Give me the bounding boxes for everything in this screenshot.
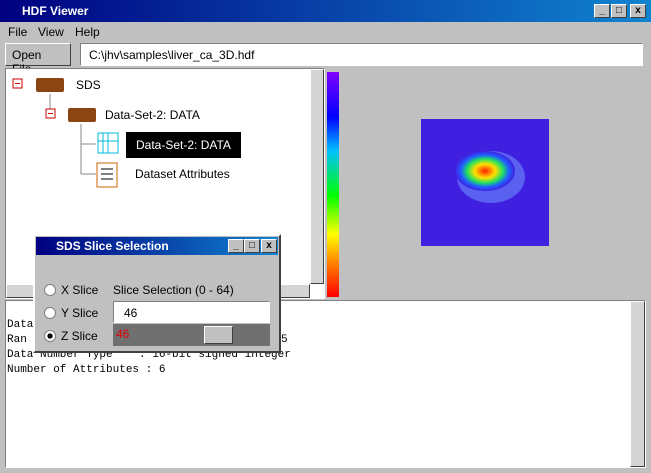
dialog-title-bar: SDS Slice Selection _ □ x bbox=[36, 237, 278, 255]
menu-item[interactable]: View bbox=[38, 25, 64, 39]
v-scrollbar[interactable] bbox=[630, 301, 645, 467]
radio[interactable] bbox=[44, 284, 56, 296]
radio-label[interactable]: Y Slice bbox=[61, 306, 99, 320]
title-bar: HDF Viewer _ □ x bbox=[0, 0, 651, 22]
maximize[interactable]: □ bbox=[244, 239, 260, 253]
slider-thumb[interactable] bbox=[204, 326, 233, 344]
info-line: 5 bbox=[281, 334, 288, 346]
tree-node[interactable]: Data-Set-2: DATA bbox=[105, 108, 200, 122]
tree-node-selected[interactable]: Data-Set-2: DATA bbox=[126, 132, 241, 158]
radio[interactable] bbox=[44, 307, 56, 319]
tree-node[interactable]: Dataset Attributes bbox=[135, 167, 230, 181]
image-preview bbox=[421, 119, 549, 246]
v-scrollbar[interactable] bbox=[310, 69, 324, 284]
radio-label[interactable]: X Slice bbox=[61, 283, 99, 297]
info-line: Data bbox=[7, 319, 34, 331]
window-title: HDF Viewer bbox=[22, 4, 89, 18]
info-line: Number of Attributes : 6 bbox=[7, 364, 166, 376]
slice-field[interactable]: 46 bbox=[113, 301, 270, 323]
tree-node[interactable]: SDS bbox=[76, 78, 101, 92]
info-line: Ran bbox=[7, 334, 27, 346]
dialog-title: SDS Slice Selection bbox=[56, 239, 169, 253]
range-label: Slice Selection (0 - 64) bbox=[113, 283, 234, 297]
open-file-button[interactable]: Open File bbox=[5, 43, 71, 76]
path-field[interactable]: C:\jhv\samples\liver_ca_3D.hdf bbox=[80, 43, 643, 66]
minimize[interactable]: _ bbox=[594, 4, 610, 18]
close[interactable]: x bbox=[261, 239, 277, 253]
menu-item[interactable]: File bbox=[8, 25, 28, 39]
radio-selected[interactable] bbox=[44, 330, 56, 342]
menu-item[interactable]: Help bbox=[75, 25, 100, 39]
maximize[interactable]: □ bbox=[611, 4, 627, 18]
close[interactable]: x bbox=[630, 4, 646, 18]
color-bar bbox=[327, 72, 339, 297]
slider[interactable]: 46 bbox=[113, 324, 270, 346]
tree-lines bbox=[12, 78, 119, 188]
minimize[interactable]: _ bbox=[228, 239, 244, 253]
slice-dialog: SDS Slice Selection _ □ x X Slice Y Slic… bbox=[33, 234, 281, 353]
slider-label: 46 bbox=[116, 327, 130, 341]
radio-label[interactable]: Z Slice bbox=[61, 329, 98, 343]
